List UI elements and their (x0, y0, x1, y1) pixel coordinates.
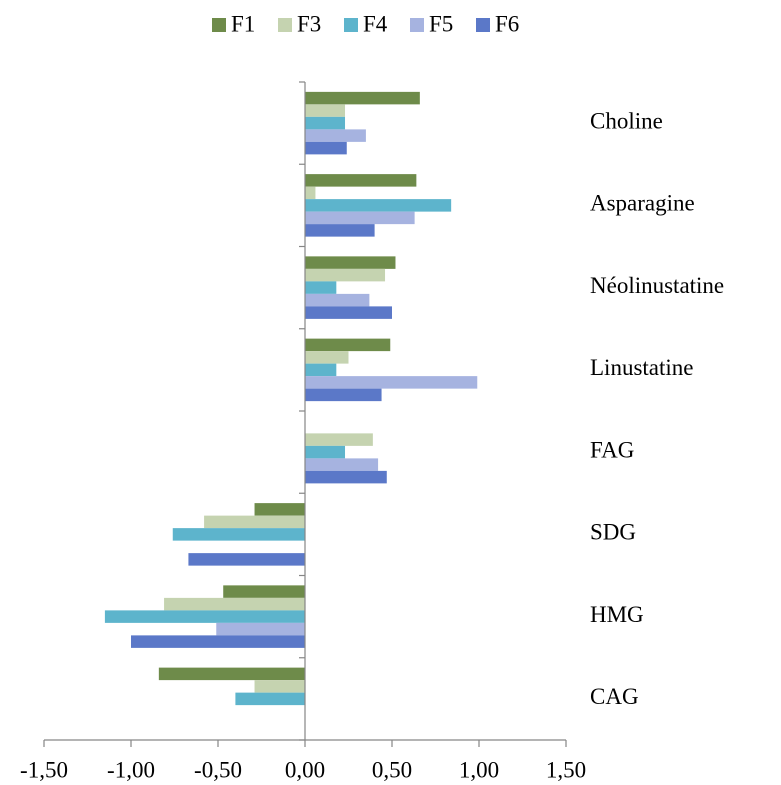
legend-swatch (344, 18, 358, 32)
bar (305, 224, 375, 237)
bar (131, 635, 305, 648)
bar (172, 528, 305, 541)
bar (164, 597, 305, 611)
bar (204, 515, 305, 529)
bar (305, 129, 366, 142)
bar (305, 363, 337, 377)
bar (305, 211, 415, 225)
bar (305, 433, 373, 446)
legend-label: F5 (429, 11, 453, 36)
category-label: HMG (590, 602, 644, 627)
bar (223, 585, 305, 598)
bar (305, 445, 346, 459)
category-label: Linustatine (590, 355, 693, 380)
category-label: Néolinustatine (590, 273, 724, 298)
category-label: FAG (590, 437, 634, 462)
bar (254, 680, 305, 693)
x-tick-label: 1,50 (546, 757, 586, 782)
bar (305, 351, 349, 364)
bar (305, 104, 346, 117)
legend-label: F6 (495, 11, 519, 36)
bar (305, 186, 316, 200)
bar (305, 199, 452, 212)
bar (305, 116, 346, 130)
bar (216, 622, 305, 636)
legend-label: F1 (231, 11, 255, 36)
legend-swatch (476, 18, 490, 32)
x-tick-label: 1,00 (459, 757, 499, 782)
category-label: SDG (590, 520, 636, 545)
bar (305, 141, 347, 155)
x-tick-label: -1,00 (107, 757, 155, 782)
bar (305, 293, 370, 307)
bar (305, 256, 396, 269)
bar (305, 281, 337, 294)
bar (305, 338, 391, 352)
bar (305, 306, 392, 319)
bar (305, 174, 417, 187)
bar (305, 470, 387, 484)
legend-label: F3 (297, 11, 321, 36)
bar (305, 268, 386, 282)
x-tick-label: 0,50 (372, 757, 412, 782)
bar (305, 388, 382, 402)
category-label: Asparagine (590, 191, 695, 216)
legend-swatch (278, 18, 292, 32)
category-label: Choline (590, 108, 663, 133)
legend-label: F4 (363, 11, 388, 36)
bar (188, 553, 305, 566)
bar (305, 91, 420, 105)
x-tick-label: -1,50 (20, 757, 68, 782)
bar (235, 692, 305, 706)
bar (254, 503, 305, 516)
legend-swatch (212, 18, 226, 32)
bar (104, 610, 306, 623)
bar (305, 458, 379, 471)
category-label: CAG (590, 684, 639, 709)
x-tick-label: 0,00 (285, 757, 325, 782)
legend-swatch (410, 18, 424, 32)
bar (305, 376, 478, 389)
x-tick-label: -0,50 (194, 757, 242, 782)
bar (158, 667, 305, 681)
